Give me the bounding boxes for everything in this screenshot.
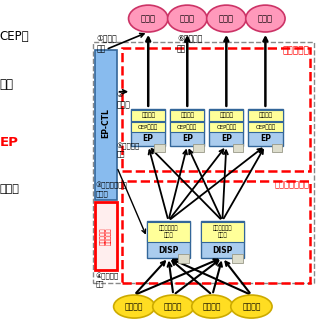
Bar (131, 122, 165, 132)
Text: EP: EP (182, 134, 193, 143)
Text: アプリ: アプリ (141, 14, 156, 23)
Text: デバイス: デバイス (242, 302, 261, 311)
Text: ⑥イベント
通知: ⑥イベント 通知 (177, 34, 203, 53)
Text: EP: EP (221, 134, 232, 143)
Bar (248, 122, 283, 132)
Bar (147, 222, 190, 242)
Text: ④イベント
通知: ④イベント 通知 (95, 273, 118, 287)
Text: アプリ: アプリ (219, 14, 234, 23)
Bar (170, 110, 204, 121)
Ellipse shape (192, 295, 233, 318)
Bar (131, 109, 165, 146)
Text: デバイス: デバイス (203, 302, 222, 311)
Bar (194, 144, 204, 152)
Ellipse shape (168, 5, 207, 32)
Text: EP: EP (0, 136, 18, 149)
Ellipse shape (153, 295, 194, 318)
Text: EP: EP (143, 134, 154, 143)
Text: DISP: DISP (212, 246, 233, 255)
Text: CEPルール: CEPルール (255, 124, 276, 130)
Bar (95, 202, 117, 270)
Text: ステートレス層: ステートレス層 (275, 181, 310, 190)
Text: ③ディスパッチ
ルール: ③ディスパッチ ルール (95, 182, 127, 196)
Ellipse shape (231, 295, 272, 318)
Text: ルール配信
プログラム: ルール配信 プログラム (100, 228, 112, 245)
Text: DISP: DISP (158, 246, 179, 255)
Ellipse shape (129, 5, 168, 32)
Bar (201, 222, 244, 242)
Text: ステート: ステート (219, 113, 233, 118)
Bar (232, 254, 243, 263)
Bar (122, 181, 310, 283)
Text: ステート: ステート (258, 113, 272, 118)
Ellipse shape (207, 5, 246, 32)
Bar (170, 122, 204, 132)
Bar (170, 109, 204, 146)
Bar (209, 110, 244, 121)
Text: ディスパッチ
ルール: ディスパッチ ルール (212, 226, 232, 238)
Bar (272, 144, 282, 152)
Text: CEPルール: CEPルール (138, 124, 158, 130)
Bar (178, 254, 188, 263)
Text: ステート層: ステート層 (283, 46, 310, 55)
Text: アプリ: アプリ (180, 14, 195, 23)
Text: デバイス: デバイス (164, 302, 182, 311)
Bar (122, 48, 310, 171)
Text: EP: EP (260, 134, 271, 143)
Ellipse shape (114, 295, 155, 318)
Text: EP-CTL: EP-CTL (101, 108, 110, 138)
Text: ステート: ステート (180, 113, 194, 118)
Bar (154, 144, 165, 152)
Bar (93, 42, 314, 283)
Bar (147, 221, 190, 258)
Bar (95, 50, 117, 200)
Text: デバイス: デバイス (125, 302, 143, 311)
Text: CEPルール: CEPルール (177, 124, 197, 130)
Bar (209, 122, 244, 132)
Text: ⑤イベント
転送: ⑤イベント 転送 (117, 142, 140, 157)
Bar (201, 221, 244, 258)
Bar (209, 109, 244, 146)
Text: ②
ルール: ② ルール (117, 90, 131, 110)
Text: なし）: なし） (0, 184, 19, 195)
Bar (233, 144, 243, 152)
Text: CEPル: CEPル (0, 30, 29, 43)
Text: 配送: 配送 (0, 78, 13, 91)
Text: ディスパッチ
ルール: ディスパッチ ルール (159, 226, 178, 238)
Ellipse shape (246, 5, 285, 32)
Bar (131, 110, 165, 121)
Text: ステート: ステート (141, 113, 155, 118)
Text: アプリ: アプリ (258, 14, 273, 23)
Text: ①ルール
設定: ①ルール 設定 (96, 34, 117, 53)
Bar (248, 109, 283, 146)
Bar (248, 110, 283, 121)
Text: CEPルール: CEPルール (216, 124, 236, 130)
